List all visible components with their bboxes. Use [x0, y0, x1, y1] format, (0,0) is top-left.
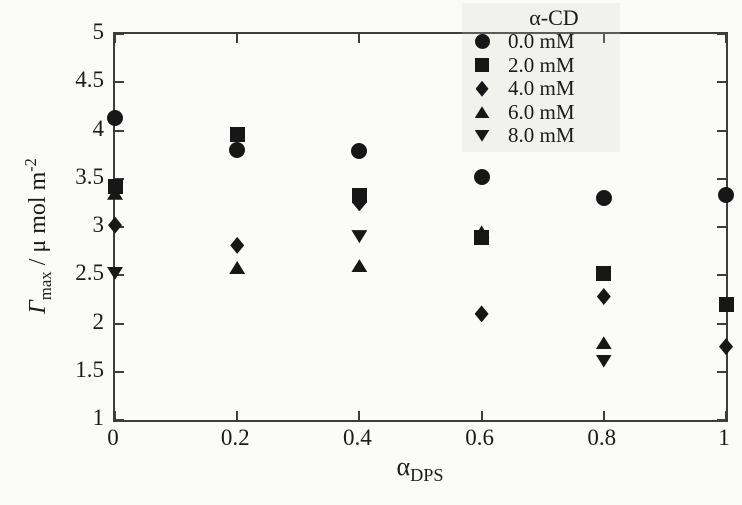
y-axis-tick: [115, 81, 124, 84]
square-icon: [475, 58, 489, 73]
right-axis-tick: [717, 226, 726, 228]
data-point-triangle-up-6.0mM: [595, 336, 612, 350]
data-point-diamond-4.0mM: [474, 305, 489, 323]
data-point-square-2.0mM: [351, 187, 367, 203]
x-tick-label: 0.8: [587, 425, 617, 450]
triangle-down-icon: [474, 129, 490, 142]
x-axis-tick: [602, 411, 605, 420]
data-point-diamond-4.0mM: [230, 236, 245, 254]
legend-marker-cell: [462, 30, 502, 54]
right-axis-tick: [717, 81, 726, 84]
data-point-circle-0.0mM: [718, 187, 734, 204]
y-tick-label: 3.5: [75, 163, 104, 189]
top-axis-tick: [602, 34, 605, 43]
legend-item-label: 2.0 mM: [508, 52, 575, 77]
y-axis-tick: [115, 419, 124, 421]
data-point-triangle-up-6.0mM: [229, 261, 246, 275]
x-tick-label: 1: [718, 425, 730, 450]
legend-item-4.0mM: 4.0 mM: [462, 76, 620, 101]
data-point-square-2.0mM: [107, 178, 123, 194]
data-point-diamond-4.0mM: [108, 216, 122, 234]
x-axis-title: αDPS: [320, 452, 520, 486]
y-tick-label: 1: [92, 405, 105, 430]
data-point-circle-0.0mM: [107, 109, 123, 126]
data-point-square-2.0mM: [474, 230, 490, 246]
x-tick-label: 0.4: [343, 425, 372, 450]
x-axis-tick: [358, 411, 361, 420]
y-tick-label: 4.5: [75, 67, 104, 93]
y-tick-label: 1.5: [75, 356, 104, 382]
x-title-sub: DPS: [410, 465, 444, 486]
top-axis-tick: [725, 34, 727, 43]
x-title-alpha: α: [396, 452, 411, 481]
y-tick-label: 3: [92, 212, 105, 237]
legend: α-CD 0.0 mM 2.0 mM 4.0 mM 6.0 mM 8.0 mM: [462, 3, 620, 152]
right-axis-tick: [717, 370, 726, 373]
data-point-circle-0.0mM: [229, 141, 246, 158]
data-point-square-2.0mM: [718, 296, 734, 312]
y-tick-label: 5: [92, 19, 105, 44]
y-tick-label: 4: [92, 115, 105, 141]
right-axis-tick: [717, 419, 726, 421]
y-axis-tick: [115, 274, 124, 277]
legend-item-label: 4.0 mM: [508, 76, 575, 100]
top-axis-tick: [236, 34, 239, 43]
legend-rows: 0.0 mM 2.0 mM 4.0 mM 6.0 mM 8.0 mM: [462, 29, 620, 148]
data-point-square-2.0mM: [229, 126, 245, 142]
right-axis-tick: [717, 274, 726, 277]
legend-item-2.0mM: 2.0 mM: [462, 52, 620, 78]
plot-area: [107, 32, 734, 422]
legend-marker-cell: [462, 101, 502, 125]
x-axis-tick: [236, 411, 239, 420]
legend-marker-cell: [462, 77, 502, 101]
legend-marker-cell: [462, 124, 502, 148]
x-tick-label: 0.6: [465, 425, 494, 450]
data-point-triangle-down-8.0mM: [351, 230, 368, 244]
right-axis-tick: [717, 322, 726, 325]
x-axis-tick: [480, 411, 483, 420]
legend-item-8.0mM: 8.0 mM: [462, 123, 620, 148]
y-tick-label: 2.5: [75, 260, 104, 286]
top-axis-tick: [358, 34, 361, 43]
y-axis-tick: [115, 177, 124, 180]
right-axis-tick: [717, 33, 726, 35]
circle-icon: [474, 34, 490, 50]
data-point-triangle-up-6.0mM: [351, 259, 368, 273]
y-title-exponent: -2: [21, 158, 40, 172]
legend-item-label: 0.0 mM: [508, 29, 575, 53]
y-axis-tick: [115, 370, 124, 373]
x-tick-label: 0: [107, 425, 119, 450]
legend-title: α-CD: [529, 5, 579, 30]
data-point-diamond-4.0mM: [719, 338, 733, 356]
y-axis-tick: [115, 322, 124, 325]
y-tick-label: 2: [92, 308, 105, 334]
top-axis-tick: [114, 34, 116, 43]
x-tick-label: 0.2: [220, 425, 250, 450]
legend-item-label: 6.0 mM: [508, 99, 575, 124]
legend-item-6.0mM: 6.0 mM: [462, 99, 620, 125]
right-axis-tick: [717, 129, 726, 132]
diamond-icon: [475, 80, 489, 97]
data-point-circle-0.0mM: [351, 142, 368, 159]
legend-item-label: 8.0 mM: [508, 123, 575, 147]
data-point-square-2.0mM: [596, 265, 612, 281]
y-axis-tick: [115, 129, 124, 132]
data-point-triangle-down-8.0mM: [595, 354, 612, 368]
data-point-diamond-4.0mM: [596, 287, 611, 305]
x-axis-tick: [114, 411, 116, 420]
legend-marker-cell: [462, 54, 502, 78]
data-point-circle-0.0mM: [595, 190, 612, 207]
triangle-up-icon: [474, 106, 490, 119]
x-axis-tick: [725, 411, 727, 420]
data-point-circle-0.0mM: [473, 168, 490, 185]
legend-item-0.0mM: 0.0 mM: [462, 29, 620, 54]
right-axis-tick: [717, 177, 726, 180]
y-axis-tick: [115, 33, 124, 35]
